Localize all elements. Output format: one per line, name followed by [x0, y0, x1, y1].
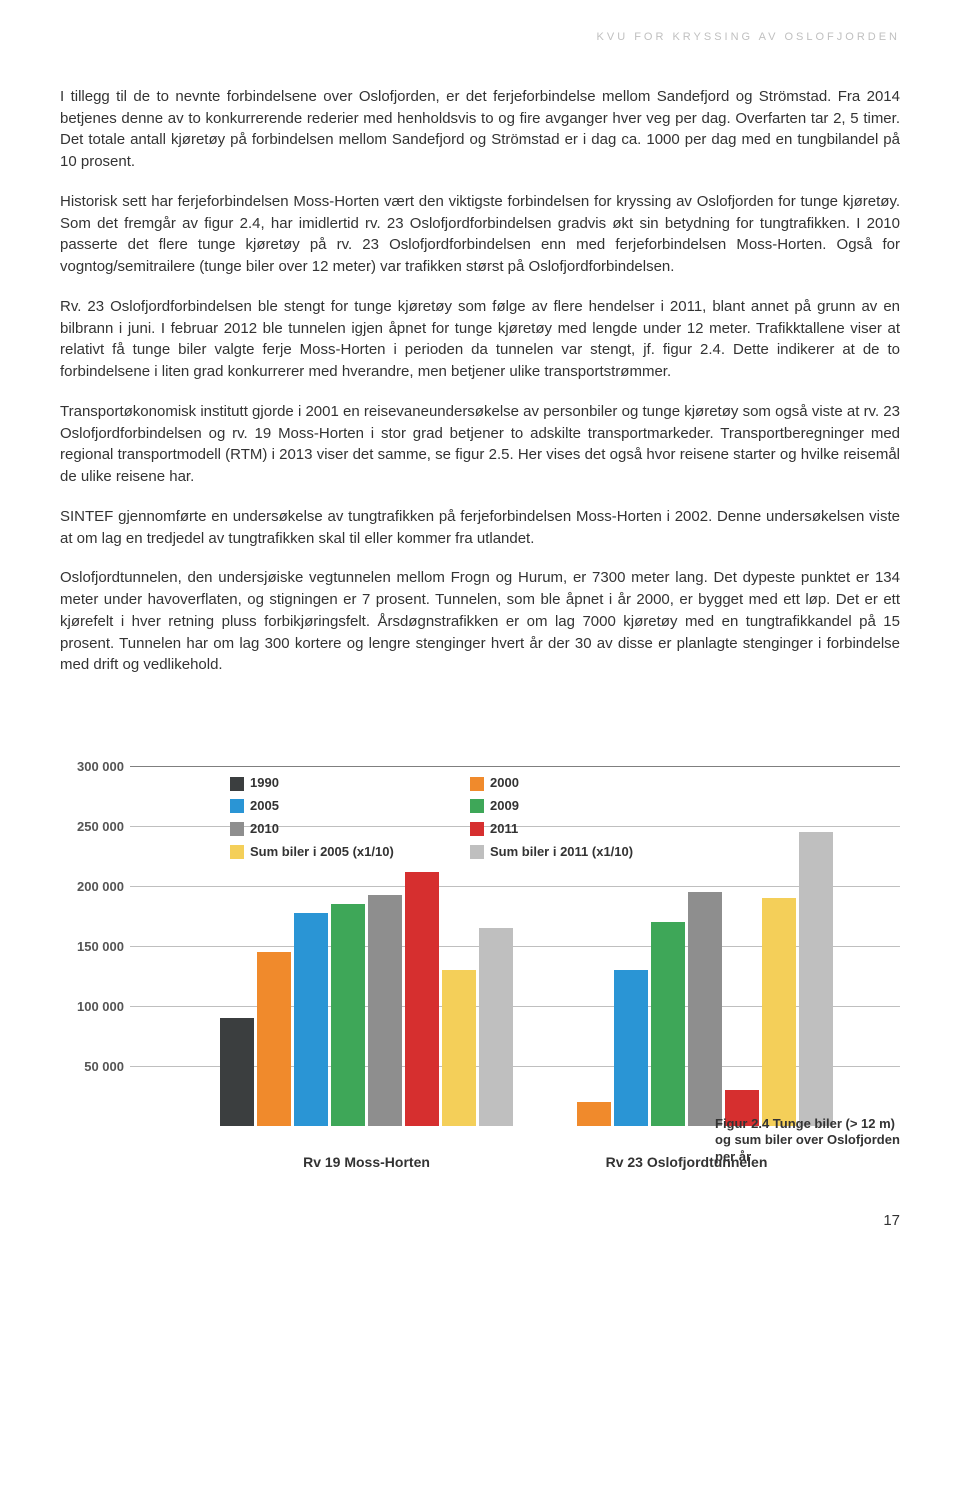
- bar: [614, 970, 648, 1126]
- legend-swatch: [470, 845, 484, 859]
- legend-swatch: [230, 777, 244, 791]
- bar: [220, 1018, 254, 1126]
- legend-swatch: [470, 822, 484, 836]
- legend-label: 2000: [490, 774, 519, 793]
- legend-label: 1990: [250, 774, 279, 793]
- paragraph: Oslofjordtunnelen, den undersjøiske vegt…: [60, 567, 900, 676]
- legend-swatch: [470, 799, 484, 813]
- legend-item: Sum biler i 2011 (x1/10): [470, 843, 633, 862]
- legend-swatch: [230, 799, 244, 813]
- legend-label: 2005: [250, 797, 279, 816]
- bar-group: [220, 872, 513, 1126]
- paragraph: Historisk sett har ferjeforbindelsen Mos…: [60, 191, 900, 278]
- paragraph: Transportøkonomisk institutt gjorde i 20…: [60, 401, 900, 488]
- figure-caption: Figur 2.4 Tunge biler (> 12 m) og sum bi…: [715, 1116, 905, 1167]
- legend-label: 2011: [490, 820, 518, 839]
- legend-item: 2009: [470, 797, 633, 816]
- legend-item: 2011: [470, 820, 633, 839]
- legend-label: 2009: [490, 797, 519, 816]
- chart-legend: 1990 2005 2010 Sum biler i 2005 (x1/10): [230, 774, 394, 861]
- legend-item: 1990: [230, 774, 394, 793]
- bar: [688, 892, 722, 1126]
- page-number: 17: [60, 1210, 900, 1232]
- bar: [368, 895, 402, 1127]
- paragraph: I tillegg til de to nevnte forbindelsene…: [60, 86, 900, 173]
- bar: [577, 1102, 611, 1126]
- y-axis-label: 50 000: [60, 1058, 124, 1077]
- legend-swatch: [230, 845, 244, 859]
- legend-label: Sum biler i 2011 (x1/10): [490, 843, 633, 862]
- y-axis-label: 150 000: [60, 938, 124, 957]
- bar-chart: 50 000100 000150 000200 000250 000300 00…: [60, 766, 900, 1186]
- bar: [294, 913, 328, 1127]
- y-axis-label: 300 000: [60, 758, 124, 777]
- bar: [799, 832, 833, 1126]
- bar: [762, 898, 796, 1126]
- legend-swatch: [470, 777, 484, 791]
- bar: [442, 970, 476, 1126]
- bar: [479, 928, 513, 1126]
- chart-legend: 2000 2009 2011 Sum biler i 2011 (x1/10): [470, 774, 633, 861]
- y-axis-label: 100 000: [60, 998, 124, 1017]
- legend-label: Sum biler i 2005 (x1/10): [250, 843, 394, 862]
- legend-item: 2000: [470, 774, 633, 793]
- bar-group: [540, 832, 833, 1126]
- page-header: KVU FOR KRYSSING AV OSLOFJORDEN: [60, 30, 900, 46]
- legend-swatch: [230, 822, 244, 836]
- bar: [257, 952, 291, 1126]
- legend-item: Sum biler i 2005 (x1/10): [230, 843, 394, 862]
- bar: [331, 904, 365, 1126]
- paragraph: Rv. 23 Oslofjordforbindelsen ble stengt …: [60, 296, 900, 383]
- y-axis-label: 250 000: [60, 818, 124, 837]
- legend-item: 2005: [230, 797, 394, 816]
- legend-item: 2010: [230, 820, 394, 839]
- paragraph: SINTEF gjennomførte en undersøkelse av t…: [60, 506, 900, 550]
- bar: [651, 922, 685, 1126]
- bar: [405, 872, 439, 1126]
- x-axis-label: Rv 19 Moss-Horten: [237, 1152, 497, 1172]
- y-axis-label: 200 000: [60, 878, 124, 897]
- legend-label: 2010: [250, 820, 279, 839]
